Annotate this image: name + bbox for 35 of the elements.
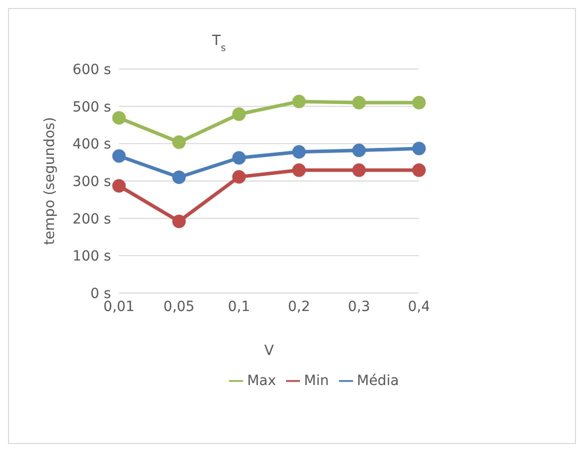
point — [292, 145, 306, 159]
y-tick-label: 200 s — [72, 211, 111, 228]
point — [112, 179, 126, 193]
y-tick-label: 100 s — [72, 248, 111, 265]
point — [112, 111, 126, 125]
point — [232, 107, 246, 121]
point — [412, 142, 426, 156]
point — [412, 96, 426, 110]
point — [412, 163, 426, 177]
y-tick-label: 400 s — [72, 136, 111, 153]
x-axis-title: V — [264, 343, 274, 359]
y-axis-title: tempo (segundos) — [42, 117, 58, 245]
point — [172, 135, 186, 149]
y-tick-label: 600 s — [72, 62, 111, 78]
point — [292, 163, 306, 177]
chart-title: T$_{s}$ — [211, 33, 226, 54]
point — [172, 214, 186, 228]
point — [232, 170, 246, 184]
y-tick-label: 300 s — [72, 174, 111, 190]
point — [352, 144, 366, 158]
legend-label: Min — [304, 373, 329, 389]
point — [292, 94, 306, 108]
x-tick-label: 0,05 — [163, 298, 195, 315]
x-tick-label: 0,4 — [408, 298, 430, 315]
point — [352, 163, 366, 177]
point — [172, 170, 186, 184]
point — [352, 96, 366, 110]
legend-label: Média — [356, 373, 399, 389]
y-tick-label: 500 s — [72, 99, 111, 116]
point — [232, 151, 246, 165]
x-tick-label: 0,3 — [348, 298, 370, 315]
x-tick-label: 0,1 — [228, 298, 250, 315]
point — [112, 149, 126, 163]
x-tick-label: 0,2 — [288, 298, 310, 315]
legend-label: Max — [247, 373, 276, 389]
